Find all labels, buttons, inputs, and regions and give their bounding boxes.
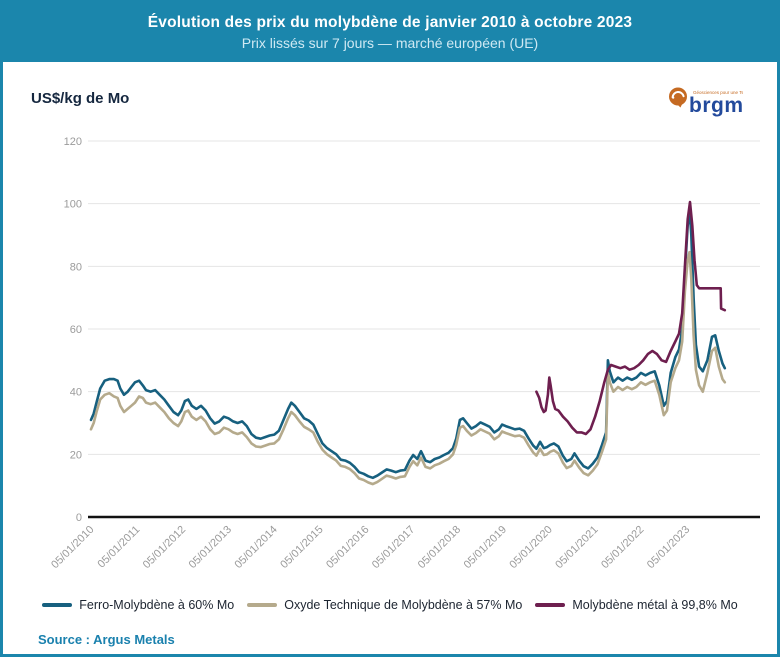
source-label: Source : Argus Metals — [38, 632, 175, 647]
svg-text:05/01/2016: 05/01/2016 — [324, 524, 371, 571]
legend-item-oxyde-technique: Oxyde Technique de Molybdène à 57% Mo — [247, 598, 522, 612]
page-subtitle: Prix lissés sur 7 jours — marché europée… — [241, 35, 539, 51]
brgm-logo: Géosciences pour une Terre durable brgm — [658, 83, 748, 129]
svg-text:05/01/2021: 05/01/2021 — [553, 524, 600, 571]
chart-legend: Ferro-Molybdène à 60% Mo Oxyde Technique… — [3, 598, 777, 612]
svg-text:05/01/2020: 05/01/2020 — [507, 524, 554, 571]
brgm-wordmark: brgm — [689, 94, 744, 117]
svg-text:05/01/2019: 05/01/2019 — [462, 524, 509, 571]
svg-text:05/01/2012: 05/01/2012 — [141, 524, 188, 571]
brgm-tagline: Géosciences pour une Terre durable — [693, 90, 743, 95]
svg-text:05/01/2015: 05/01/2015 — [278, 524, 325, 571]
svg-text:80: 80 — [70, 261, 82, 273]
legend-swatch-molybdene-metal — [535, 603, 566, 607]
svg-text:05/01/2022: 05/01/2022 — [599, 524, 646, 571]
x-axis-tick-labels: 05/01/201005/01/201105/01/201205/01/2013… — [49, 524, 692, 571]
svg-text:05/01/2014: 05/01/2014 — [232, 524, 279, 571]
brgm-globe-icon — [669, 87, 687, 108]
page-title: Évolution des prix du molybdène de janvi… — [147, 14, 633, 31]
svg-text:0: 0 — [76, 512, 82, 524]
series-line-oxyde-technique — [89, 250, 727, 486]
svg-text:40: 40 — [70, 387, 82, 399]
legend-item-molybdene-metal: Molybdène métal à 99,8% Mo — [535, 598, 738, 612]
svg-text:20: 20 — [70, 449, 82, 461]
series-line-molybdene-metal — [535, 200, 727, 436]
legend-swatch-ferro-molybdene — [42, 603, 73, 607]
svg-text:05/01/2018: 05/01/2018 — [416, 524, 463, 571]
svg-text:05/01/2023: 05/01/2023 — [645, 524, 692, 571]
price-line-chart: 02040608010012005/01/201005/01/201105/01… — [49, 136, 760, 571]
legend-label-oxyde-technique: Oxyde Technique de Molybdène à 57% Mo — [284, 598, 523, 612]
svg-text:05/01/2013: 05/01/2013 — [187, 524, 234, 571]
svg-text:05/01/2010: 05/01/2010 — [49, 524, 96, 571]
legend-label-molybdene-metal: Molybdène métal à 99,8% Mo — [572, 598, 738, 612]
svg-text:60: 60 — [70, 324, 82, 336]
y-axis-tick-labels: 0 20 40 60 80 100 120 — [64, 136, 82, 524]
chart-header: Évolution des prix du molybdène de janvi… — [3, 3, 777, 62]
svg-text:05/01/2017: 05/01/2017 — [370, 524, 417, 571]
legend-swatch-oxyde-technique — [247, 603, 278, 607]
legend-label-ferro-molybdene: Ferro-Molybdène à 60% Mo — [79, 598, 235, 612]
series-line-ferro-molybdene — [89, 207, 727, 480]
svg-text:100: 100 — [64, 199, 82, 211]
gridlines — [88, 140, 760, 455]
legend-item-ferro-molybdene: Ferro-Molybdène à 60% Mo — [42, 598, 234, 612]
svg-text:05/01/2011: 05/01/2011 — [96, 524, 143, 571]
y-axis-unit-label: US$/kg de Mo — [31, 90, 130, 107]
svg-text:120: 120 — [64, 136, 82, 148]
